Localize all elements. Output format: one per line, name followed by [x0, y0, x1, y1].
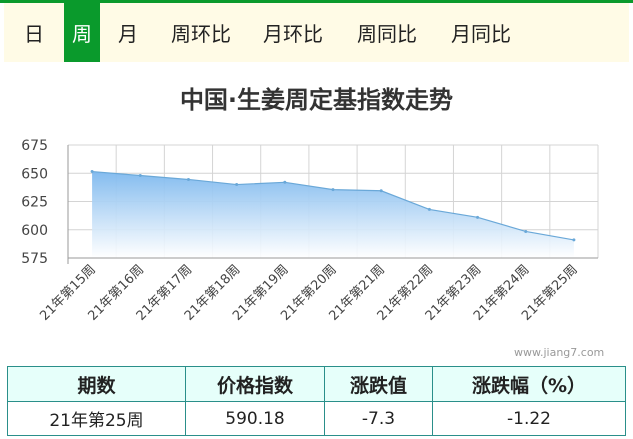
series-area-fill [92, 171, 574, 258]
tab-day[interactable]: 日 [24, 22, 44, 46]
index-summary-table: 期数 价格指数 涨跌值 涨跌幅（%） 21年第25周 590.18 -7.3 -… [7, 366, 626, 436]
cell-price-index: 590.18 [185, 401, 325, 436]
cell-period: 21年第25周 [7, 401, 186, 436]
index-trend-chart: 57560062565067521年第15周21年第16周21年第17周21年第… [21, 138, 599, 324]
header-change-value: 涨跌值 [324, 366, 433, 402]
data-point [524, 229, 528, 233]
y-tick-label: 650 [21, 166, 48, 182]
data-point [427, 207, 431, 211]
data-point [90, 170, 94, 174]
cell-change-percent: -1.22 [432, 401, 626, 436]
y-tick-label: 625 [21, 195, 48, 211]
tab-month[interactable]: 月 [118, 22, 138, 46]
y-tick-label: 575 [21, 251, 48, 267]
data-point [331, 188, 335, 192]
cell-change-value: -7.3 [324, 401, 433, 436]
period-tab-bar: 日 周 月 周环比 月环比 周同比 月同比 [4, 3, 629, 62]
data-point [476, 215, 480, 219]
table-row: 21年第25周 590.18 -7.3 -1.22 [7, 401, 626, 436]
top-accent-line [0, 0, 633, 3]
data-point [138, 174, 142, 178]
tab-week[interactable]: 周 [64, 3, 100, 62]
header-price-index: 价格指数 [185, 366, 325, 402]
header-period: 期数 [7, 366, 186, 402]
data-point [572, 238, 576, 242]
header-change-percent: 涨跌幅（%） [432, 366, 626, 402]
table-header-row: 期数 价格指数 涨跌值 涨跌幅（%） [7, 366, 626, 402]
tab-month-over-month[interactable]: 月环比 [263, 22, 323, 46]
site-watermark: www.jiang7.com [514, 346, 605, 359]
chart-title: 中国·生姜周定基指数走势 [179, 86, 454, 114]
data-point [379, 189, 383, 193]
data-point [235, 183, 239, 187]
y-tick-label: 600 [21, 223, 48, 239]
y-tick-label: 675 [21, 138, 48, 154]
data-point [283, 180, 287, 184]
tab-month-year-over-year[interactable]: 月同比 [451, 22, 511, 46]
tab-week-over-week[interactable]: 周环比 [171, 22, 231, 46]
data-point [186, 177, 190, 181]
tab-week-year-over-year[interactable]: 周同比 [357, 22, 417, 46]
